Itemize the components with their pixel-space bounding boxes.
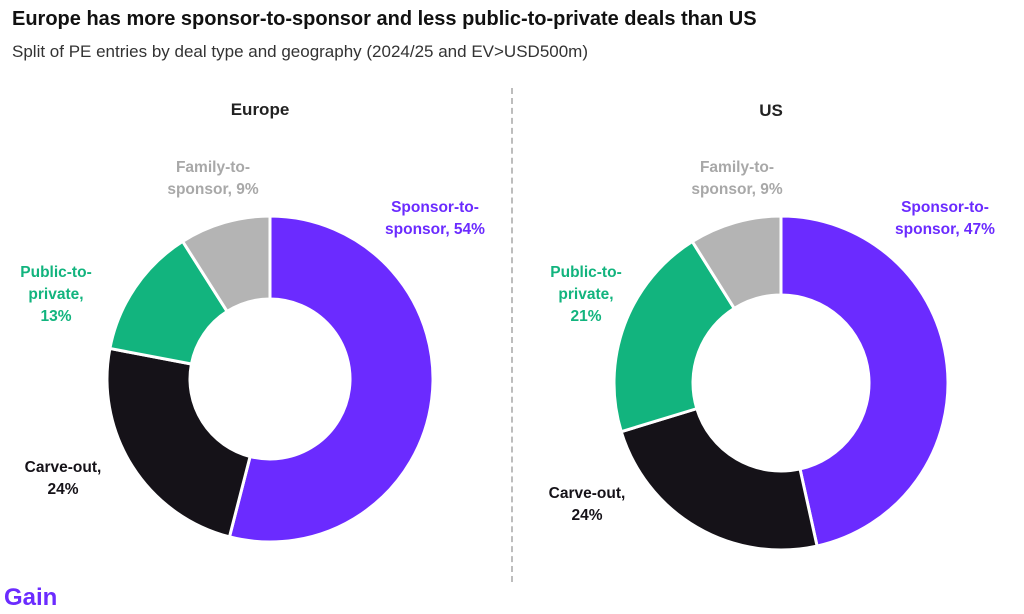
panel-divider	[511, 88, 513, 582]
slice-sponsor-to-sponsor-europe	[227, 214, 435, 544]
label-family-to-sponsor-europe: Family-to-sponsor, 9%	[167, 159, 259, 198]
label-carve-out-us: Carve-out, 24%	[549, 485, 626, 524]
label-family-to-sponsor-us: Family-to-sponsor, 9%	[691, 159, 783, 198]
panel-title-europe: Europe	[231, 100, 290, 119]
chart-subtitle: Split of PE entries by deal type and geo…	[12, 42, 588, 61]
donut-europe: Europe Sponsor-to-sponsor, 54% Carve-out, 2…	[20, 100, 485, 544]
label-sponsor-to-sponsor-europe: Sponsor-to-sponsor, 54%	[385, 199, 485, 238]
panel-title-us: US	[759, 101, 783, 120]
donut-us: US Sponsor-to-sponsor, 47% Carve-out, 24% Pu…	[549, 101, 995, 552]
label-public-to-private-europe: Public-to-private, 13%	[20, 264, 91, 325]
label-sponsor-to-sponsor-us: Sponsor-to-sponsor, 47%	[895, 199, 995, 238]
slice-public-to-private-us	[612, 239, 736, 434]
gain-logo: Gain	[4, 584, 58, 611]
label-public-to-private-us: Public-to-private, 21%	[550, 264, 621, 325]
slice-family-to-sponsor-us	[690, 214, 783, 310]
label-carve-out-europe: Carve-out, 24%	[25, 459, 102, 498]
slice-carve-out-europe	[105, 346, 252, 539]
slice-carve-out-us	[619, 407, 819, 552]
slice-family-to-sponsor-europe	[181, 214, 272, 313]
chart-title: Europe has more sponsor-to-sponsor and l…	[12, 8, 757, 30]
slice-sponsor-to-sponsor-us	[779, 214, 950, 548]
